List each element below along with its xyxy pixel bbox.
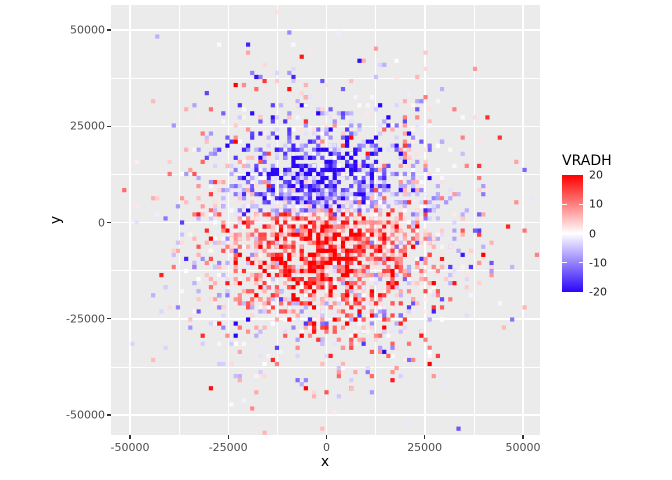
y-tick-label: -25000: [66, 312, 105, 326]
legend-bar-tick: [562, 203, 567, 205]
plot-panel: [111, 5, 540, 435]
x-tick-label: -25000: [208, 441, 248, 454]
x-tick-label: 50000: [505, 441, 541, 454]
x-tick-label: 0: [323, 441, 330, 454]
y-tick-mark: [107, 318, 111, 320]
y-tick-label: 50000: [70, 23, 105, 37]
legend-bar-tick: [578, 232, 583, 235]
legend-tick-label: 10: [589, 197, 603, 211]
x-axis-title: x: [320, 454, 330, 470]
y-tick-label: 0: [98, 216, 105, 229]
legend-tick-label: -20: [589, 285, 607, 299]
legend-tick-label: 0: [589, 227, 596, 240]
x-tick-mark: [522, 435, 524, 439]
legend-bar-tick: [562, 232, 567, 235]
legend-bar-tick: [578, 203, 583, 205]
legend-tick-label: -10: [589, 256, 607, 270]
x-tick-mark: [227, 435, 229, 439]
y-axis-title: y: [48, 215, 64, 225]
y-tick-mark: [107, 125, 111, 127]
legend-bar-tick: [578, 262, 583, 264]
legend-tick-label: 20: [589, 168, 603, 182]
y-tick-mark: [107, 221, 111, 224]
tile-scatter-layer: [111, 5, 540, 435]
x-tick-mark: [424, 435, 426, 439]
x-tick-mark: [129, 435, 131, 439]
y-tick-label: 25000: [70, 119, 105, 133]
x-tick-label: -50000: [110, 441, 150, 454]
y-tick-mark: [107, 29, 111, 31]
y-tick-label: -50000: [66, 408, 105, 422]
legend-colorbar: [562, 175, 583, 292]
x-tick-label: 25000: [407, 441, 443, 454]
x-tick-mark: [325, 435, 328, 439]
y-tick-mark: [107, 414, 111, 416]
legend-bar-tick: [562, 262, 567, 264]
legend-title: VRADH: [562, 153, 612, 169]
